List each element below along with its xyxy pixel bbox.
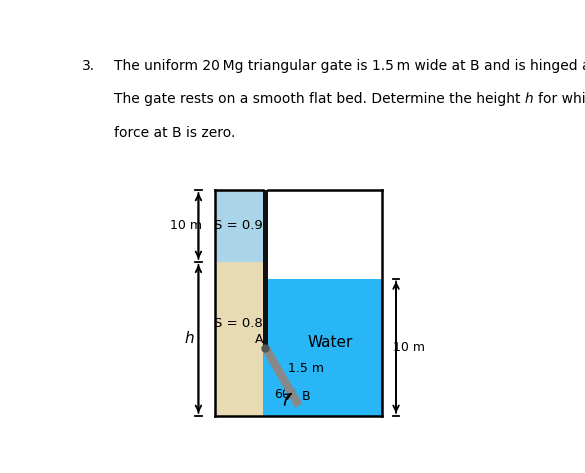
Text: 1.5 m: 1.5 m — [288, 362, 324, 376]
Text: 3.: 3. — [82, 59, 95, 73]
Text: h: h — [185, 332, 194, 346]
Bar — [215, 190, 263, 262]
Bar — [263, 279, 382, 416]
Text: 10 m: 10 m — [170, 219, 202, 232]
Bar — [263, 190, 269, 348]
Text: The gate rests on a smooth flat bed. Determine the height ℎ for which the: The gate rests on a smooth flat bed. Det… — [114, 92, 585, 106]
Text: B: B — [302, 390, 311, 403]
Text: S = 0.9: S = 0.9 — [215, 219, 263, 232]
Text: force at B is zero.: force at B is zero. — [114, 126, 235, 140]
Text: The uniform 20 Mg triangular gate is 1.5 m wide at B and is hinged at A.: The uniform 20 Mg triangular gate is 1.5… — [114, 59, 585, 73]
Text: A: A — [255, 333, 263, 346]
Bar — [215, 262, 263, 416]
Text: 60°: 60° — [274, 388, 297, 401]
Text: Water: Water — [307, 334, 353, 350]
Text: S = 0.8: S = 0.8 — [215, 317, 263, 330]
Text: 10 m: 10 m — [393, 341, 425, 354]
